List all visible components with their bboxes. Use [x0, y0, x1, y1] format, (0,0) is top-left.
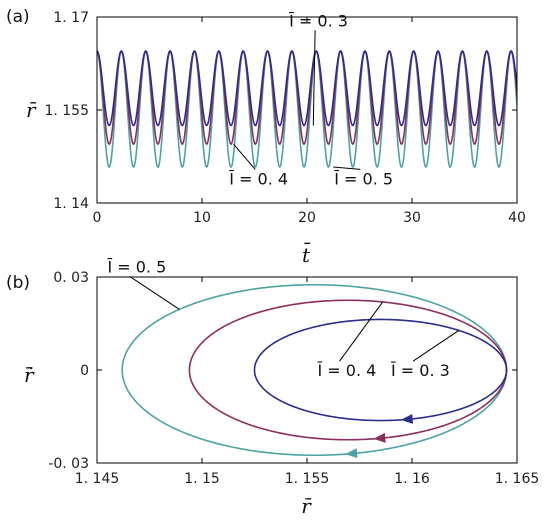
- panel-b-label: (b): [6, 273, 30, 293]
- panel-b-xtick-label: 1. 165: [495, 471, 540, 487]
- panel-a-ylabel: r̄: [26, 98, 37, 122]
- panel-b-plot: [121, 283, 508, 459]
- panel-a-annotations: Ī = 0. 3 Ī = 0. 4 Ī = 0. 5: [229, 11, 393, 188]
- panel-b-orbit-line-2: [121, 283, 508, 457]
- panel-a-annotation-leader: [233, 143, 256, 170]
- panel-b-ytick-label: -0. 03: [48, 456, 89, 472]
- panel-a-series-line-1: [97, 50, 517, 145]
- panel-b-annotation-label: Ī = 0. 4: [318, 361, 377, 380]
- panel-a-annotation-label: Ī = 0. 3: [289, 11, 348, 30]
- panel-b-ytick-label: 0. 03: [53, 270, 89, 286]
- panel-a-plot: [97, 50, 517, 168]
- panel-b-xtick-label: 1. 155: [285, 471, 330, 487]
- panel-b: (b) ṙ̄ r̄ 1. 145 1. 15 1. 155 1. 16 1. 165 -0…: [6, 257, 539, 518]
- panel-b-annotations: Ī = 0. 5 Ī = 0. 4 Ī = 0. 3: [108, 257, 460, 380]
- panel-a-annotation-label: Ī = 0. 4: [229, 169, 288, 188]
- panel-a-annotation-label: Ī = 0. 5: [334, 169, 393, 188]
- panel-b-xlabel: r̄: [301, 494, 312, 518]
- panel-a-series-group: [97, 50, 517, 168]
- panel-a-ticks: 0 10 20 30 40 1. 14 1. 155 1. 17: [44, 10, 525, 226]
- panel-b-direction-arrow-0: [400, 413, 414, 424]
- panel-b-annotation-label: Ī = 0. 5: [108, 257, 167, 276]
- panel-b-xtick-label: 1. 15: [184, 471, 220, 487]
- panel-a: (a) r̄ t̄ 0 10 20 30 40 1. 14 1. 155 1. 17 Ī = …: [6, 7, 526, 267]
- panel-a-ytick-label: 1. 14: [53, 196, 89, 212]
- panel-a-ytick-label: 1. 17: [53, 10, 89, 26]
- panel-a-annotation-leader: [333, 166, 361, 170]
- panel-b-orbit-line-1: [188, 299, 508, 441]
- panel-a-series-line-0: [97, 50, 517, 127]
- panel-b-direction-arrow-2: [345, 448, 358, 459]
- panel-b-annotation-label: Ī = 0. 3: [391, 361, 450, 380]
- panel-b-xtick-label: 1. 16: [394, 471, 430, 487]
- panel-b-ytick-label: 0: [80, 363, 89, 379]
- panel-b-xtick-label: 1. 145: [75, 471, 120, 487]
- panel-a-xtick-label: 30: [403, 210, 421, 226]
- panel-b-annotation-leader: [412, 330, 460, 362]
- panel-a-annotation-leader: [312, 30, 316, 126]
- panel-b-orbit-line-0: [253, 318, 508, 422]
- panel-b-annotation-leader: [339, 301, 384, 362]
- panel-a-xlabel: t̄: [302, 242, 311, 267]
- panel-a-xtick-label: 40: [508, 210, 526, 226]
- panel-b-ticks: 1. 145 1. 15 1. 155 1. 16 1. 165 -0. 03 0 0. 03: [48, 270, 539, 487]
- panel-b-frame: [96, 276, 518, 464]
- panel-a-xtick-label: 20: [298, 210, 316, 226]
- panel-a-xtick-label: 0: [93, 210, 102, 226]
- panel-b-annotation-leader: [129, 275, 180, 310]
- panel-a-ytick-label: 1. 155: [44, 103, 89, 119]
- panel-a-xtick-label: 10: [193, 210, 211, 226]
- panel-a-label: (a): [6, 7, 30, 27]
- panel-b-direction-arrow-1: [373, 432, 386, 443]
- panel-b-ylabel: ṙ̄: [24, 363, 35, 387]
